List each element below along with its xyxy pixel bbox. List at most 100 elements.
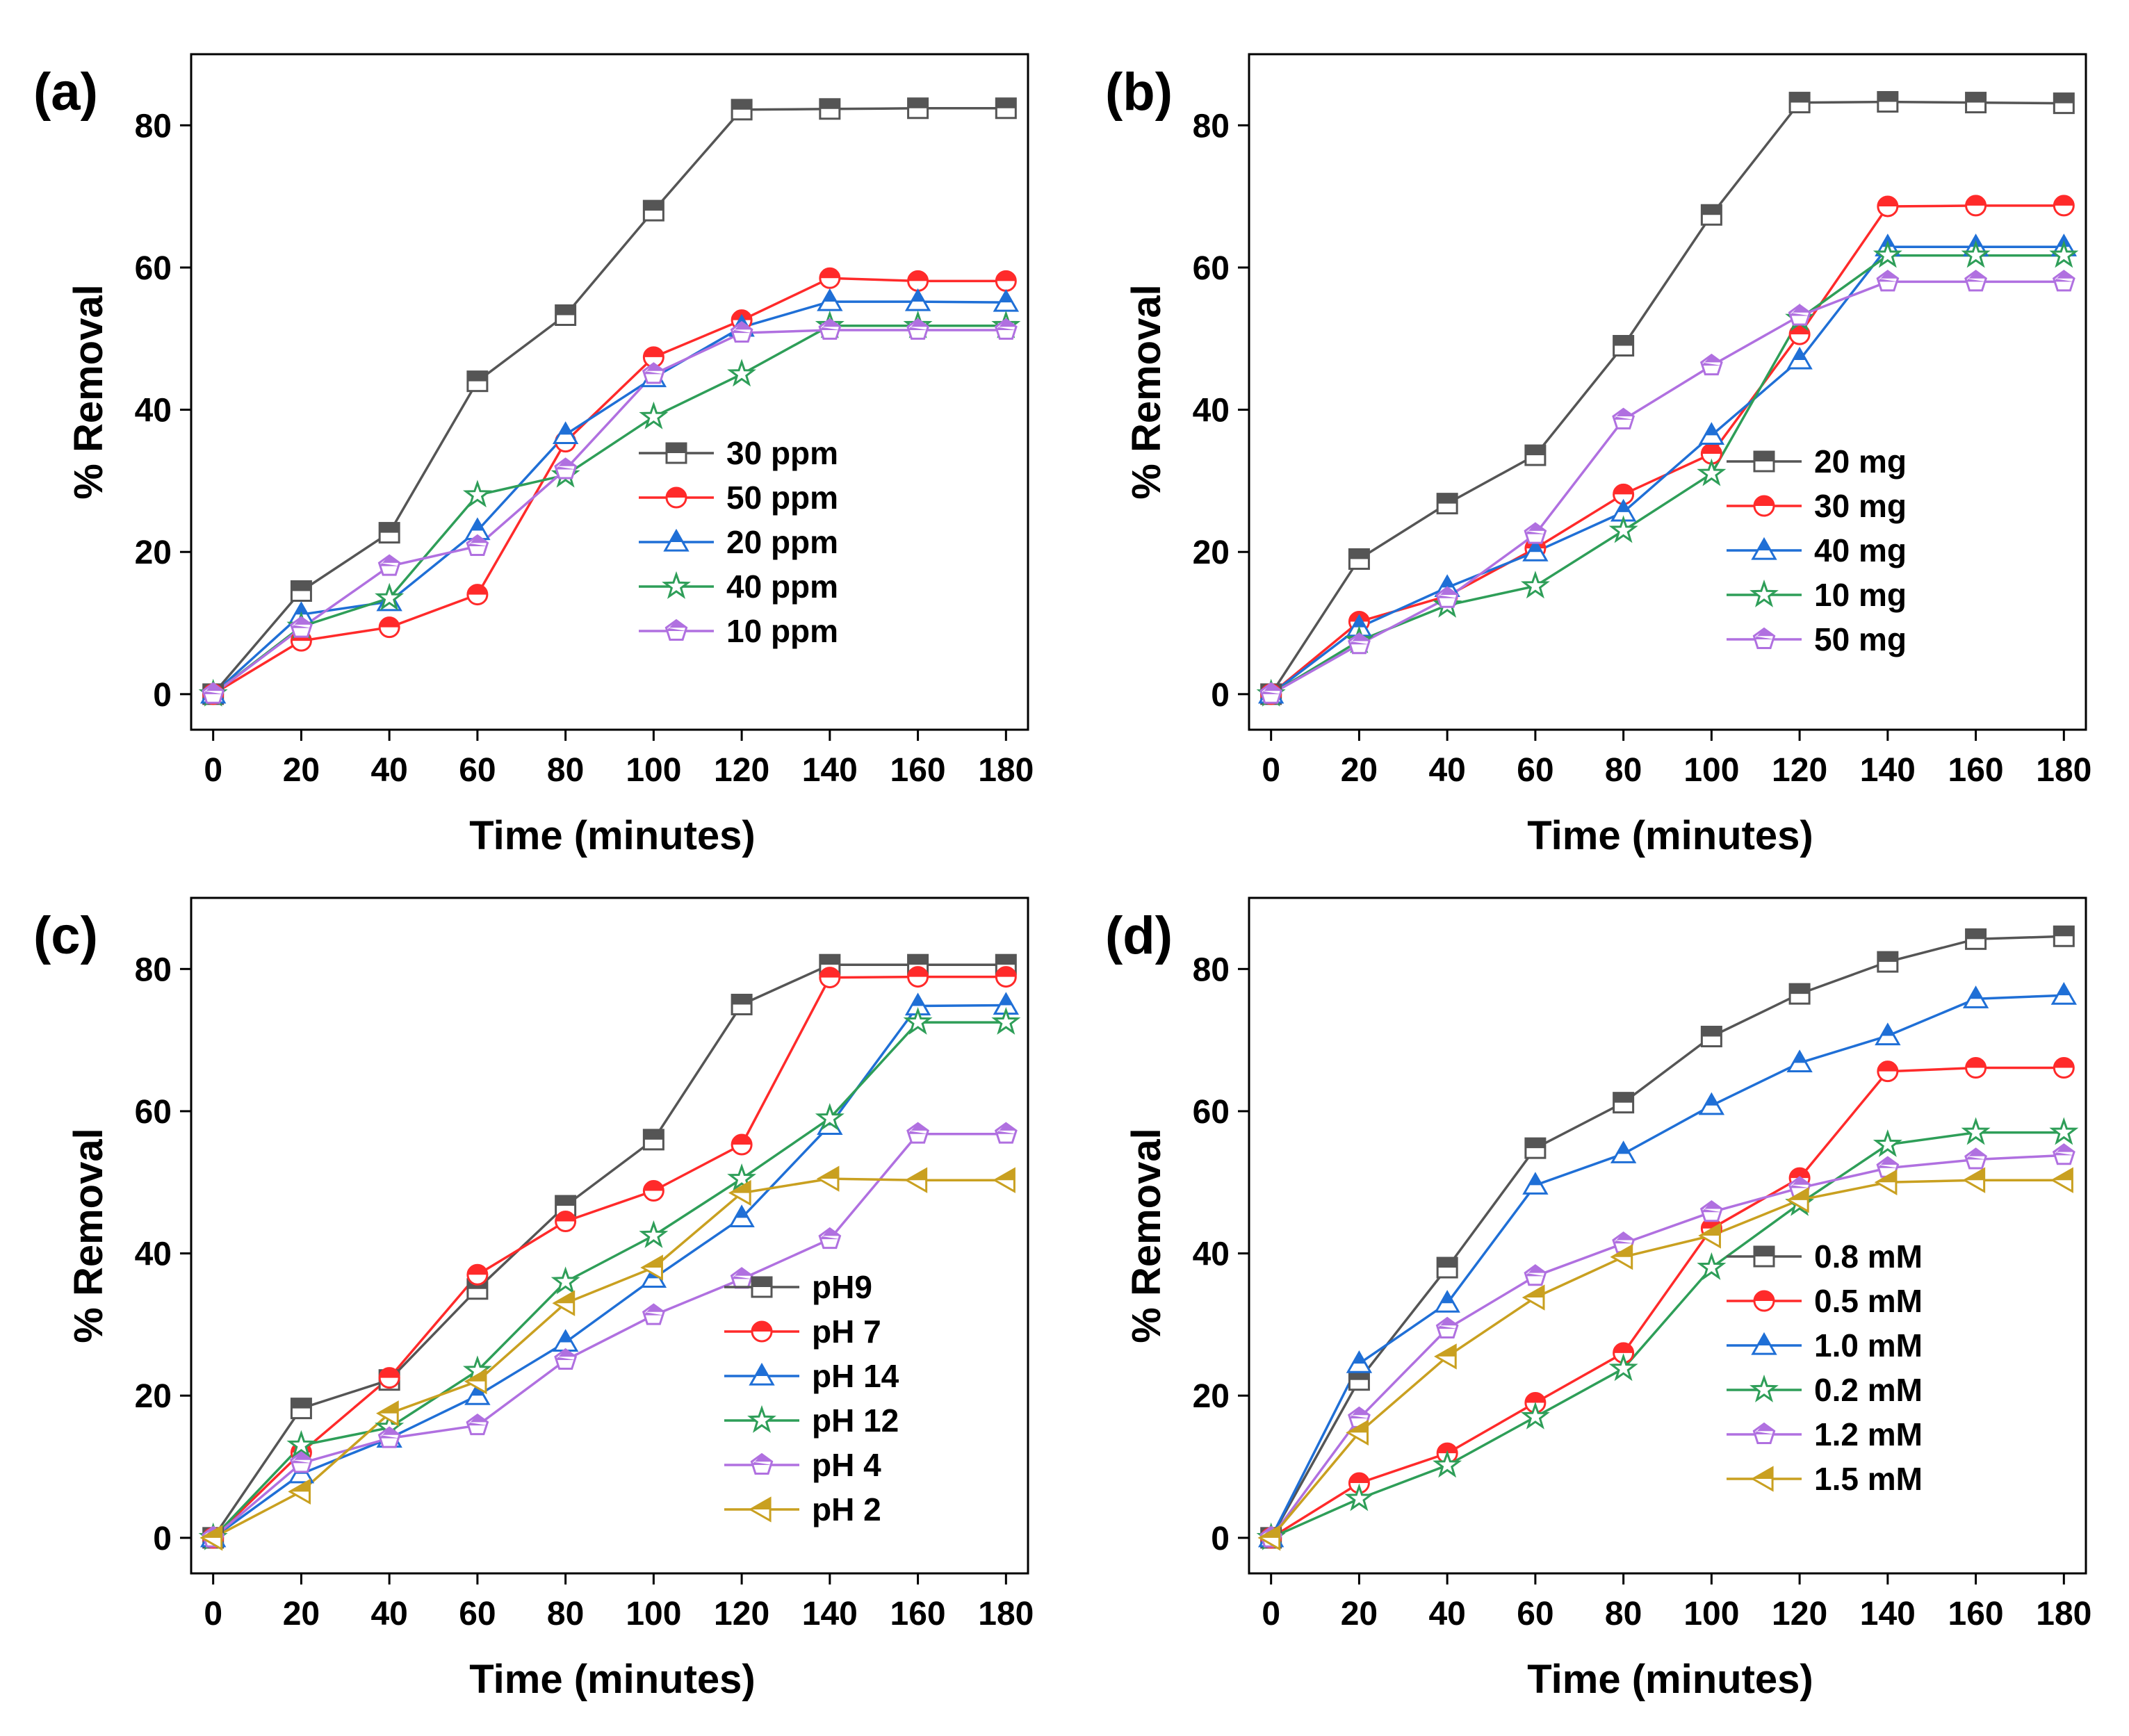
panel-d-x-tick-label: 100 — [1683, 1596, 1739, 1632]
panel-d-x-axis-title: Time (minutes) — [1527, 1657, 1813, 1702]
panel-d-legend-marker — [1753, 1290, 1775, 1312]
panel-a-data-point — [642, 362, 665, 384]
panel-b-data-point — [1700, 204, 1722, 226]
panel-a-data-point — [819, 98, 841, 120]
panel-c-y-tick-label: 60 — [135, 1094, 172, 1131]
panel-c-data-point — [995, 966, 1017, 988]
panel-a-legend-label: 40 ppm — [726, 568, 838, 605]
panel-d-legend-label: 1.2 mM — [1814, 1416, 1923, 1452]
panel-c-data-point — [639, 1220, 669, 1248]
panel-b-series-line-4 — [1270, 280, 2064, 696]
panel-b-series-markers-0 — [1260, 91, 2075, 705]
panel-d-x-tick-label: 80 — [1605, 1596, 1642, 1632]
panel-b-series-markers-4 — [1259, 270, 2075, 704]
panel-a-y-tick-label: 20 — [135, 534, 172, 571]
panel-d-data-point — [1348, 1472, 1370, 1494]
panel-d-legend-label: 0.8 mM — [1814, 1238, 1923, 1275]
panel-a-data-point — [639, 401, 669, 429]
panel-d-data-point — [1698, 1092, 1725, 1115]
panel-c-data-point — [819, 967, 841, 989]
panel-d-data-point — [1610, 1244, 1633, 1270]
panel-b-data-point — [1259, 682, 1283, 704]
panel-c-data-point — [731, 1133, 753, 1156]
panel-a-legend-label: 30 ppm — [726, 435, 838, 471]
panel-d-legend-marker — [1751, 1332, 1777, 1355]
panel-b-x-axis-title: Time (minutes) — [1527, 813, 1813, 858]
panel-d-data-point — [1788, 983, 1811, 1005]
panel-a-series-line-1 — [212, 277, 1006, 696]
panel-b-data-point — [1348, 548, 1370, 570]
panel-a-x-tick-label: 20 — [283, 752, 320, 789]
panel-c-legend-label: pH 2 — [812, 1491, 881, 1528]
panel-c-plot-frame — [190, 896, 1029, 1575]
panel-d-legend-marker — [1752, 1422, 1776, 1444]
panel-b-legend-marker — [1751, 537, 1777, 560]
panel-a-data-point — [202, 682, 225, 704]
panel-b-data-point — [1788, 304, 1811, 326]
panel-d-data-point — [1700, 1026, 1722, 1048]
panel-b-data-point — [1435, 586, 1459, 608]
panel-c-data-point — [906, 1122, 929, 1144]
panel-b-x-tick-label: 40 — [1428, 752, 1465, 789]
panel-c-legend-marker — [751, 1276, 773, 1298]
panel-b-x-tick-label: 60 — [1517, 752, 1553, 789]
panel-d-series-markers-5 — [1257, 1167, 2073, 1551]
panel-d-data-point — [1962, 985, 1989, 1008]
panel-a-data-point — [907, 97, 929, 120]
panel-c-y-tick-label: 20 — [135, 1378, 172, 1415]
panel-d-plot-frame — [1248, 896, 2087, 1575]
panel-c-series-line-4 — [212, 1132, 1006, 1539]
panel-a-label: (a) — [33, 63, 98, 122]
panel-d-legend-marker — [1749, 1374, 1779, 1402]
panel-d-data-point — [2050, 982, 2078, 1005]
panel-d-y-tick-label: 80 — [1193, 951, 1230, 988]
panel-c-data-point — [288, 1478, 311, 1505]
panel-d-data-point — [1524, 1264, 1547, 1286]
panel-a-data-point — [730, 320, 753, 343]
panel-a-data-point — [904, 288, 931, 311]
panel-b-y-axis-title: % Removal — [1124, 284, 1169, 499]
panel-b-data-point — [1965, 195, 1987, 217]
panel-b-legend-marker — [1753, 450, 1775, 473]
panel-a-legend-marker — [665, 442, 687, 464]
panel-d-x-tick-label: 180 — [2036, 1596, 2091, 1632]
panel-b-x-tick-label: 100 — [1683, 752, 1739, 789]
panel-c-data-point — [466, 1263, 489, 1286]
panel-a-data-point — [642, 199, 664, 222]
panel-c-legend-label: pH 4 — [812, 1447, 881, 1483]
panel-c-x-axis-title: Time (minutes) — [469, 1657, 755, 1702]
panel-c-label: (c) — [33, 906, 98, 965]
panel-b-data-point — [1877, 91, 1899, 113]
panel-a-series-line-2 — [212, 300, 1006, 696]
panel-b-x-tick-label: 180 — [2036, 752, 2091, 789]
panel-c-data-point — [376, 1400, 399, 1427]
panel-c-data-point — [640, 1254, 663, 1281]
panel-c-data-point — [818, 1227, 842, 1250]
panel-b-y-tick-label: 80 — [1193, 108, 1230, 145]
panel-c-data-point — [378, 1367, 400, 1389]
panel-c-data-point — [464, 1368, 487, 1395]
panel-b-x-tick-label: 20 — [1341, 752, 1378, 789]
panel-d-series-markers-4 — [1259, 1143, 2075, 1548]
panel-b-legend: 20 mg 30 mg 40 mg 10 mg 50 mg — [1727, 443, 1907, 657]
panel-a-x-tick-label: 40 — [370, 752, 407, 789]
panel-a-data-point — [466, 534, 489, 556]
panel-d-data-point — [1875, 1022, 1901, 1046]
panel-d-legend-label: 0.2 mM — [1814, 1372, 1923, 1408]
panel-d-data-point — [1257, 1525, 1281, 1551]
panel-d-data-point — [1697, 1252, 1727, 1280]
panel-c-legend-marker — [749, 1362, 775, 1386]
panel-c-x-tick-label: 20 — [283, 1596, 320, 1632]
panel-d-legend-marker — [1753, 1245, 1775, 1268]
panel-d-data-point — [1435, 1316, 1459, 1338]
panel-d-legend-marker — [1750, 1466, 1774, 1492]
panel-d-legend-label: 1.5 mM — [1814, 1461, 1923, 1497]
panel-c-legend-label: pH 12 — [812, 1402, 899, 1439]
panel-b-legend-label: 30 mg — [1814, 488, 1907, 524]
panel-d-data-point — [1346, 1419, 1369, 1446]
panel-c-x-tick-label: 140 — [802, 1596, 858, 1632]
panel-c-x-tick-label: 100 — [626, 1596, 681, 1632]
panel-d-legend-label: 1.0 mM — [1814, 1327, 1923, 1364]
panel-c-data-point — [464, 1382, 491, 1405]
panel-b-legend-label: 10 mg — [1814, 577, 1907, 613]
